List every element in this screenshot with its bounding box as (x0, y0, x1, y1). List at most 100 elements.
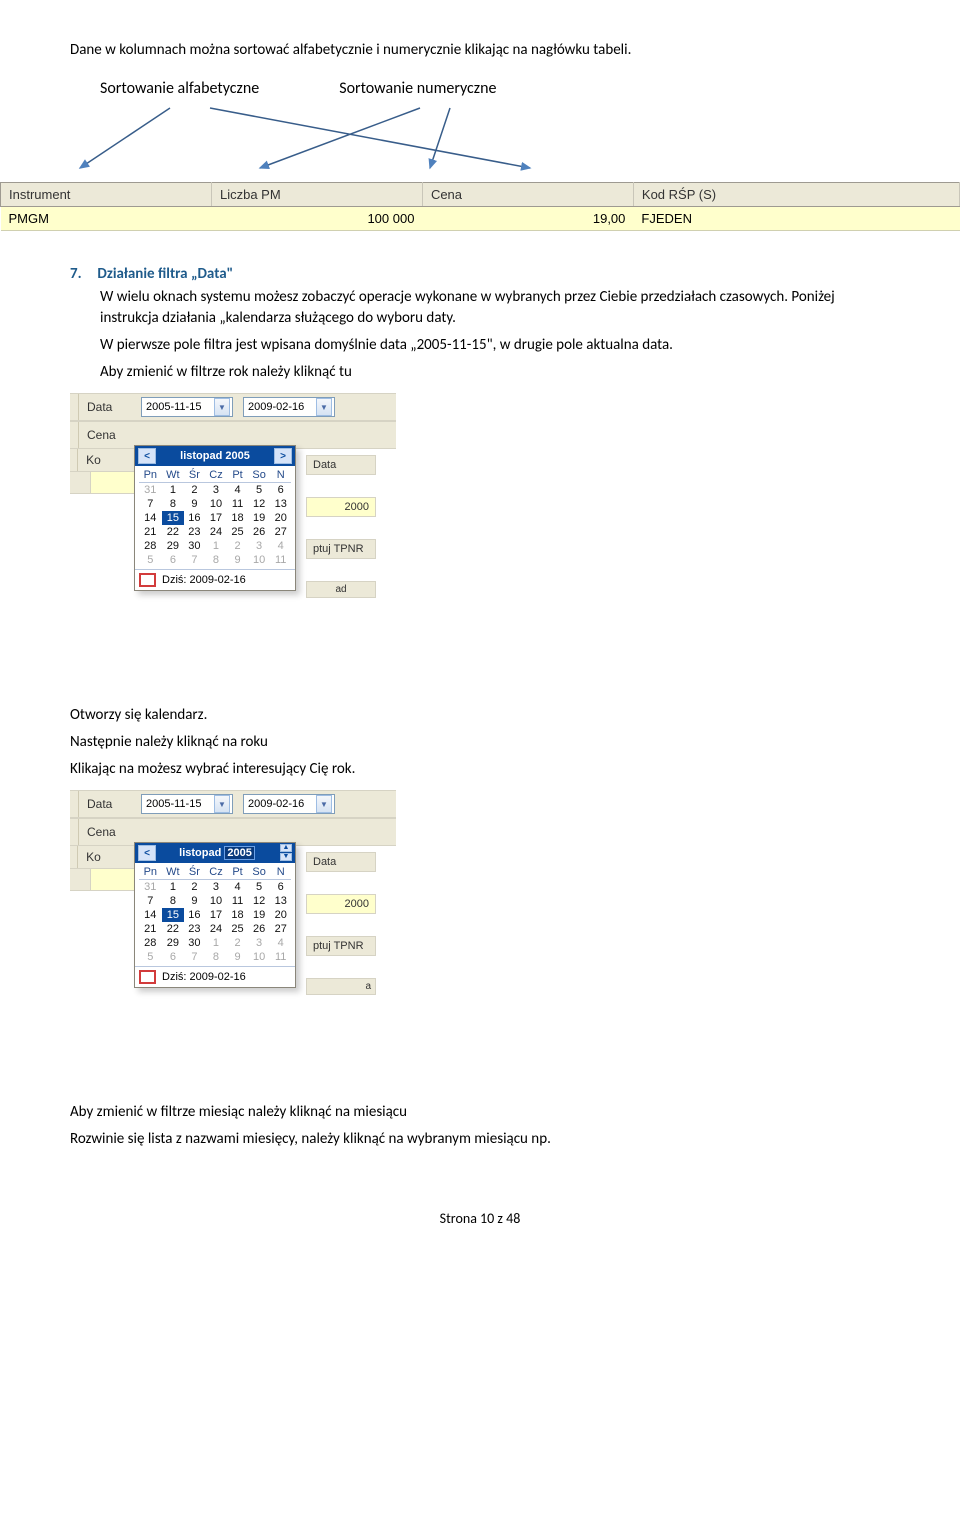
calendar-day[interactable]: 10 (248, 553, 271, 567)
calendar-day[interactable]: 9 (227, 553, 248, 567)
date-to-input[interactable]: 2009-02-16 ▼ (243, 794, 335, 814)
calendar-day[interactable]: 17 (205, 511, 228, 525)
calendar-day[interactable]: 16 (184, 511, 205, 525)
calendar-day[interactable]: 12 (248, 894, 271, 908)
calendar-day[interactable]: 2 (184, 880, 205, 895)
calendar-day[interactable]: 22 (162, 922, 185, 936)
calendar-day[interactable]: 7 (184, 950, 205, 964)
calendar-day[interactable]: 3 (248, 936, 271, 950)
calendar-day[interactable]: 24 (205, 525, 228, 539)
calendar-day[interactable]: 20 (270, 511, 291, 525)
calendar-day[interactable]: 3 (205, 880, 228, 895)
calendar-day[interactable]: 27 (270, 525, 291, 539)
calendar-day[interactable]: 1 (205, 936, 228, 950)
calendar-day[interactable]: 8 (205, 950, 228, 964)
calendar-day[interactable]: 5 (139, 950, 162, 964)
year-spinner[interactable]: ▲▼ (280, 844, 292, 862)
calendar-day[interactable]: 10 (205, 894, 228, 908)
calendar-day[interactable]: 4 (227, 483, 248, 498)
calendar-day[interactable]: 4 (227, 880, 248, 895)
side-btn[interactable]: ptuj TPNR (306, 539, 376, 559)
calendar-day[interactable]: 25 (227, 922, 248, 936)
calendar-title[interactable]: listopad 2005 (179, 847, 255, 859)
calendar-day[interactable]: 27 (270, 922, 291, 936)
calendar-day[interactable]: 31 (139, 483, 162, 498)
calendar-day[interactable]: 17 (205, 908, 228, 922)
calendar-day[interactable]: 26 (248, 525, 271, 539)
calendar-day[interactable]: 9 (184, 497, 205, 511)
calendar-day[interactable]: 1 (162, 880, 185, 895)
calendar-day[interactable]: 16 (184, 908, 205, 922)
calendar-day[interactable]: 19 (248, 511, 271, 525)
next-month-button[interactable]: > (274, 448, 292, 464)
calendar-day[interactable]: 25 (227, 525, 248, 539)
calendar-day[interactable]: 6 (270, 880, 291, 895)
calendar-day[interactable]: 28 (139, 539, 162, 553)
calendar-day[interactable]: 8 (162, 497, 185, 511)
col-cena[interactable]: Cena (431, 187, 462, 202)
calendar-day[interactable]: 21 (139, 525, 162, 539)
calendar-day[interactable]: 5 (248, 880, 271, 895)
calendar-day[interactable]: 6 (162, 553, 185, 567)
calendar-title[interactable]: listopad 2005 (180, 450, 250, 462)
calendar-day[interactable]: 2 (227, 539, 248, 553)
calendar-day[interactable]: 26 (248, 922, 271, 936)
dropdown-icon[interactable]: ▼ (214, 398, 230, 416)
calendar-day[interactable]: 7 (139, 497, 162, 511)
year-selected[interactable]: 2005 (224, 846, 254, 860)
calendar-day[interactable]: 22 (162, 525, 185, 539)
calendar-day[interactable]: 11 (270, 553, 291, 567)
calendar-day[interactable]: 7 (184, 553, 205, 567)
calendar-day[interactable]: 23 (184, 525, 205, 539)
date-from-input[interactable]: 2005-11-15 ▼ (141, 397, 233, 417)
calendar-day[interactable]: 15 (162, 908, 185, 922)
calendar-day[interactable]: 13 (270, 497, 291, 511)
calendar-day[interactable]: 24 (205, 922, 228, 936)
calendar-day[interactable]: 21 (139, 922, 162, 936)
date-from-input[interactable]: 2005-11-15 ▼ (141, 794, 233, 814)
prev-month-button[interactable]: < (138, 845, 156, 861)
side-btn[interactable]: ptuj TPNR (306, 936, 376, 956)
calendar-day[interactable]: 3 (205, 483, 228, 498)
calendar-day[interactable]: 18 (227, 511, 248, 525)
calendar-day[interactable]: 14 (139, 511, 162, 525)
calendar-day[interactable]: 7 (139, 894, 162, 908)
calendar-day[interactable]: 11 (227, 894, 248, 908)
calendar-day[interactable]: 6 (162, 950, 185, 964)
calendar-day[interactable]: 5 (139, 553, 162, 567)
calendar-day[interactable]: 18 (227, 908, 248, 922)
col-kod-rsp[interactable]: Kod RŚP (S) (642, 187, 716, 202)
col-liczba-pm[interactable]: Liczba PM (220, 187, 281, 202)
calendar-day[interactable]: 1 (162, 483, 185, 498)
calendar-day[interactable]: 10 (248, 950, 271, 964)
calendar-day[interactable]: 15 (162, 511, 185, 525)
calendar-day[interactable]: 2 (227, 936, 248, 950)
calendar-day[interactable]: 29 (162, 539, 185, 553)
prev-month-button[interactable]: < (138, 448, 156, 464)
calendar-day[interactable]: 23 (184, 922, 205, 936)
calendar-day[interactable]: 28 (139, 936, 162, 950)
calendar-day[interactable]: 31 (139, 880, 162, 895)
calendar-day[interactable]: 8 (205, 553, 228, 567)
calendar-day[interactable]: 4 (270, 936, 291, 950)
calendar-day[interactable]: 11 (227, 497, 248, 511)
calendar-day[interactable]: 9 (184, 894, 205, 908)
calendar-day[interactable]: 6 (270, 483, 291, 498)
calendar-day[interactable]: 19 (248, 908, 271, 922)
dropdown-icon[interactable]: ▼ (316, 795, 332, 813)
calendar-day[interactable]: 12 (248, 497, 271, 511)
calendar-day[interactable]: 4 (270, 539, 291, 553)
date-to-input[interactable]: 2009-02-16 ▼ (243, 397, 335, 417)
calendar-day[interactable]: 13 (270, 894, 291, 908)
calendar-day[interactable]: 10 (205, 497, 228, 511)
calendar-day[interactable]: 30 (184, 936, 205, 950)
calendar-day[interactable]: 14 (139, 908, 162, 922)
calendar-day[interactable]: 5 (248, 483, 271, 498)
calendar-day[interactable]: 2 (184, 483, 205, 498)
calendar-day[interactable]: 3 (248, 539, 271, 553)
dropdown-icon[interactable]: ▼ (214, 795, 230, 813)
calendar-day[interactable]: 1 (205, 539, 228, 553)
calendar-day[interactable]: 29 (162, 936, 185, 950)
dropdown-icon[interactable]: ▼ (316, 398, 332, 416)
today-label[interactable]: Dziś: 2009-02-16 (162, 574, 246, 586)
